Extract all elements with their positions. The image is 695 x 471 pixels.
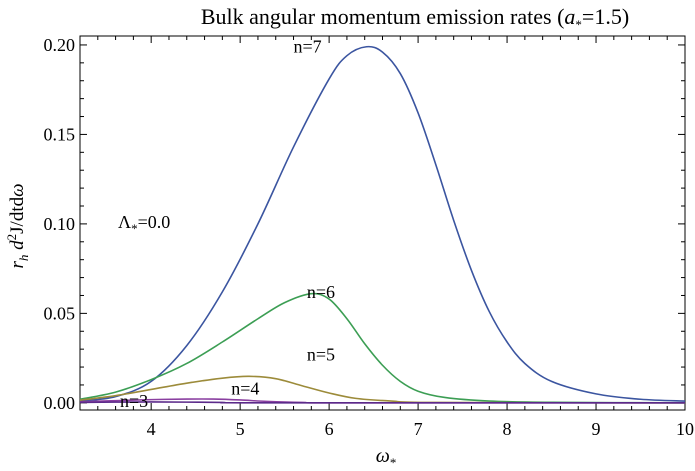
y-tick-label: 0.00 (44, 393, 76, 413)
x-tick-label: 4 (147, 419, 156, 439)
series-line-n7 (79, 45, 686, 402)
series-layer (79, 45, 686, 404)
x-axis: 4 5 6 7 8 9 10 (79, 36, 694, 439)
series-label-n7: n=7 (294, 37, 322, 57)
x-tick-label: 6 (325, 419, 334, 439)
y-axis-label: rh d2J/dtdω (4, 183, 31, 268)
plot-frame (79, 35, 686, 411)
chart-title: Bulk angular momentum emission rates (a*… (201, 4, 629, 32)
y-tick-label: 0.20 (44, 35, 76, 55)
plot-border (79, 35, 686, 411)
lambda-annotation: Λ*=0.0 (118, 212, 170, 236)
x-axis-label: ω* (376, 445, 397, 470)
y-tick-label: 0.15 (44, 124, 76, 144)
x-tick-label: 8 (503, 419, 512, 439)
series-label-n3: n=3 (120, 391, 148, 411)
y-tick-label: 0.05 (44, 303, 76, 323)
series-labels: n=7 n=6 n=5 n=4 n=3 (120, 37, 335, 411)
chart-title-text: Bulk angular momentum emission rates (a*… (201, 4, 629, 32)
x-tick-label: 10 (676, 419, 694, 439)
x-tick-label: 7 (414, 419, 423, 439)
series-label-n4: n=4 (231, 379, 259, 399)
x-tick-label: 9 (592, 419, 601, 439)
series-label-n5: n=5 (307, 345, 335, 365)
x-tick-label: 5 (236, 419, 245, 439)
series-label-n6: n=6 (307, 282, 335, 302)
y-axis: 0.00 0.05 0.10 0.15 0.20 (44, 35, 685, 413)
series-line-n3 (79, 401, 686, 404)
series-line-n6 (79, 292, 686, 404)
y-tick-label: 0.10 (44, 214, 76, 234)
